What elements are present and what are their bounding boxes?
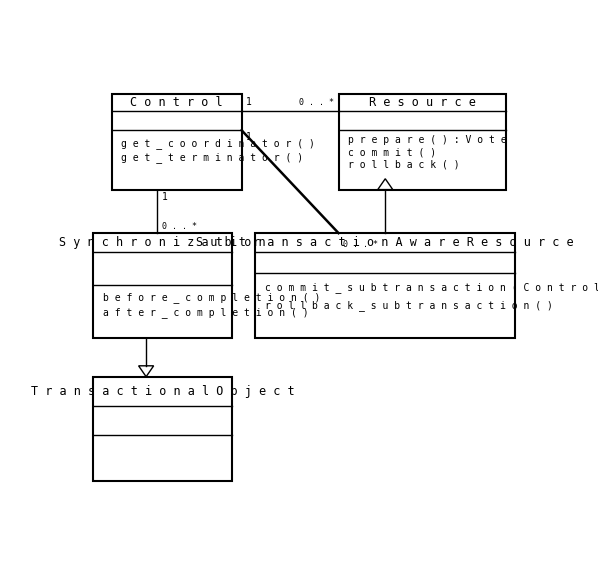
Text: T r a n s a c t i o n a l O b j e c t: T r a n s a c t i o n a l O b j e c t	[31, 385, 295, 398]
Text: c o m m i t ( ): c o m m i t ( )	[348, 147, 437, 157]
Text: g e t _ c o o r d i n a t o r ( ): g e t _ c o o r d i n a t o r ( )	[121, 138, 315, 149]
Text: 1: 1	[246, 132, 252, 142]
Bar	[93, 377, 232, 481]
Text: p r e p a r e ( ) : V o t e: p r e p a r e ( ) : V o t e	[348, 135, 507, 145]
Text: c o m m i t _ s u b t r a n s a c t i o n ( C o n t r o l ): c o m m i t _ s u b t r a n s a c t i o …	[265, 282, 598, 293]
Bar	[255, 233, 515, 337]
Text: b e f o r e _ c o m p l e t i o n ( ): b e f o r e _ c o m p l e t i o n ( )	[103, 293, 320, 303]
Bar	[93, 233, 232, 337]
Text: r o l l b a c k ( ): r o l l b a c k ( )	[348, 160, 460, 170]
Bar	[112, 94, 242, 190]
Text: 0 . . *: 0 . . *	[299, 98, 334, 107]
Text: 1: 1	[246, 97, 252, 107]
Text: 0 . . *: 0 . . *	[343, 240, 378, 249]
Text: 0 . . *: 0 . . *	[162, 222, 197, 231]
Text: g e t _ t e r m i n a t o r ( ): g e t _ t e r m i n a t o r ( )	[121, 151, 303, 163]
Text: 1: 1	[162, 192, 168, 202]
Text: R e s o u r c e: R e s o u r c e	[369, 96, 476, 109]
Text: S u b t r a n s a c t i o n A w a r e R e s o u r c e: S u b t r a n s a c t i o n A w a r e R …	[197, 236, 574, 249]
Text: a f t e r _ c o m p l e t i o n ( ): a f t e r _ c o m p l e t i o n ( )	[103, 307, 308, 318]
Text: r o l l b a c k _ s u b t r a n s a c t i o n ( ): r o l l b a c k _ s u b t r a n s a c t …	[265, 299, 553, 311]
Bar	[339, 94, 506, 190]
Text: C o n t r o l: C o n t r o l	[130, 96, 223, 109]
Text: S y n c h r o n i z a t i o n: S y n c h r o n i z a t i o n	[59, 236, 266, 249]
